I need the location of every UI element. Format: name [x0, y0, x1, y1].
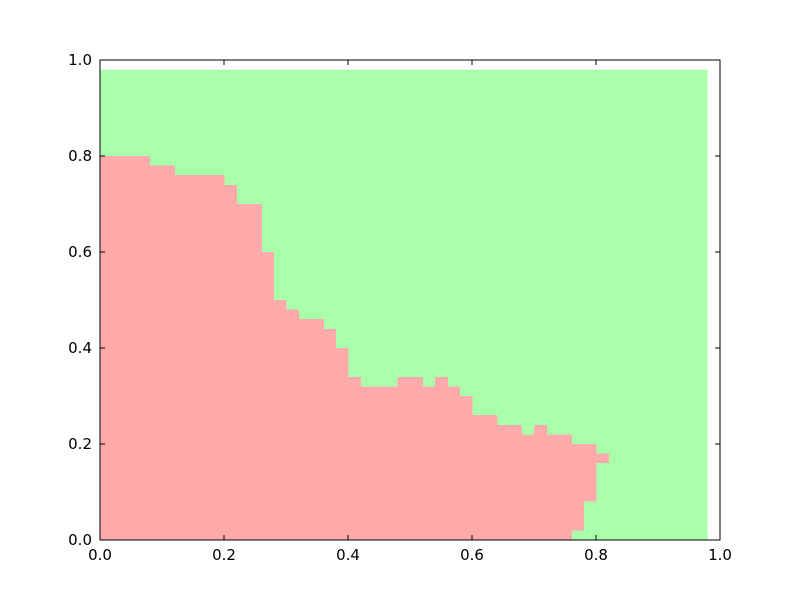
red-region-column [496, 424, 523, 540]
red-region-column [459, 396, 473, 540]
red-region-column [534, 424, 547, 540]
red-region-column [571, 444, 585, 531]
y-axis: 0.0 0.2 0.4 0.6 0.8 1.0 [68, 51, 720, 549]
red-region-column [298, 319, 324, 540]
red-region-column [224, 184, 237, 541]
red-region-column [546, 434, 572, 540]
red-region-column [596, 453, 609, 464]
red-region-column [397, 376, 423, 540]
red-region-column [261, 252, 275, 540]
y-tick-label: 0.2 [68, 435, 92, 453]
x-tick-label: 0.0 [88, 546, 112, 564]
red-region-column [236, 204, 262, 540]
plot-regions [100, 69, 708, 541]
red-region-column [360, 386, 399, 540]
x-tick-label: 1.0 [708, 546, 732, 564]
red-region-column [583, 444, 597, 502]
red-region-column [174, 175, 225, 540]
y-tick-label: 0.8 [68, 147, 92, 165]
x-tick-label: 0.6 [460, 546, 484, 564]
x-tick-label: 0.4 [336, 546, 360, 564]
red-region-column [286, 309, 299, 540]
red-region-column [472, 415, 498, 540]
axes-frame [99, 59, 721, 541]
red-region-column [348, 376, 361, 540]
x-tick-label: 0.8 [584, 546, 608, 564]
red-region-column [323, 328, 337, 540]
red-region-column [335, 348, 349, 540]
y-tick-label: 0.6 [68, 243, 92, 261]
y-tick-label: 1.0 [68, 51, 92, 69]
x-axis: 0.0 0.2 0.4 0.6 0.8 1.0 [88, 60, 732, 564]
y-tick-label: 0.0 [68, 531, 92, 549]
red-region-column [100, 156, 151, 540]
red-region-column [521, 434, 535, 540]
x-tick-label: 0.2 [212, 546, 236, 564]
red-region-column [273, 300, 287, 540]
red-region-column [422, 386, 436, 540]
red-region-column [447, 386, 461, 540]
y-tick-label: 0.4 [68, 339, 92, 357]
red-region-column [149, 165, 175, 540]
red-region-column [434, 376, 448, 540]
